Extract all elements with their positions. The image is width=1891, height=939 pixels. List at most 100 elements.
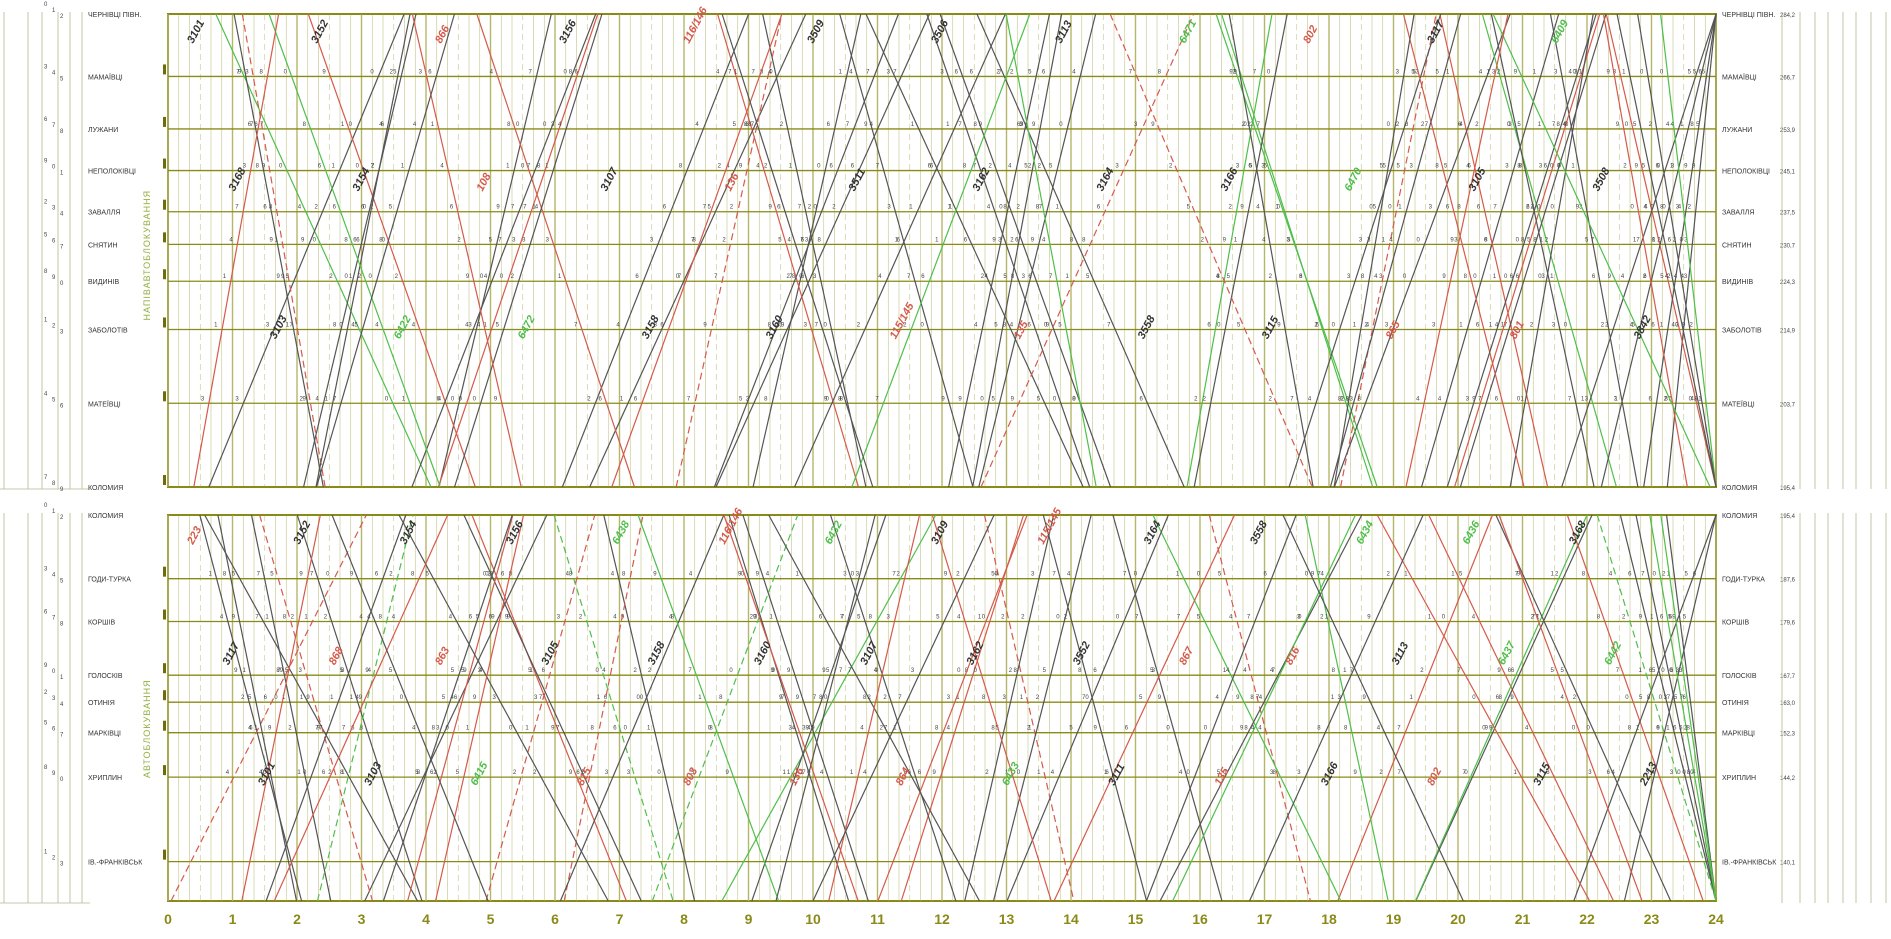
minute-digit: 7 <box>781 695 785 701</box>
train-number-label: 136 <box>722 171 742 194</box>
minute-digit: 0 <box>1504 274 1508 280</box>
minute-digit: 5 <box>1383 164 1387 170</box>
left-table-digit: 8 <box>44 765 48 771</box>
minute-digit: 0 <box>1689 396 1693 402</box>
minute-digit: 0 <box>1661 668 1665 674</box>
minute-digit: 9 <box>1032 122 1036 128</box>
station-name-right: КОЛОМИЯ <box>1722 485 1757 492</box>
minute-digit: 5 <box>1043 668 1047 674</box>
left-table-digit: 5 <box>44 721 48 727</box>
minute-digit: 2 <box>1545 237 1549 243</box>
minute-digit: 2 <box>718 164 722 170</box>
minute-digit: 0 <box>521 164 525 170</box>
minute-digit: 9 <box>1616 122 1620 128</box>
minute-digit: 2 <box>1010 69 1014 75</box>
minute-digit: 8 <box>1250 695 1254 701</box>
minute-digit: 2 <box>1169 164 1173 170</box>
left-table-digit: 9 <box>60 487 64 493</box>
minute-digit: 2 <box>1623 164 1627 170</box>
train-number-label: 3558 <box>1136 313 1158 341</box>
minute-digit: 7 <box>907 274 911 280</box>
station-name-left: МАТЕЇВЦІ <box>88 400 121 408</box>
minute-digit: 1 <box>209 572 213 578</box>
minute-digit: 0 <box>1442 615 1446 621</box>
minute-digit: 3 <box>1432 322 1436 328</box>
minute-digit: 6 <box>1702 69 1706 75</box>
hour-tick-label: 9 <box>745 911 753 927</box>
train-path <box>411 13 522 488</box>
minute-digit: 6 <box>249 726 253 732</box>
minute-digit: 6 <box>1651 322 1655 328</box>
minute-digit: 9 <box>1031 237 1035 243</box>
minute-digit: 4 <box>440 164 444 170</box>
hour-tick-label: 12 <box>934 911 950 927</box>
minute-digit: 6 <box>356 237 360 243</box>
minute-digit: 1 <box>1639 668 1643 674</box>
minute-digit: 4 <box>1010 322 1014 328</box>
minute-digit: 4 <box>849 69 853 75</box>
minute-digit: 4 <box>756 164 760 170</box>
minute-digit: 7 <box>1350 668 1354 674</box>
minute-digit: 0 <box>563 69 567 75</box>
train-path <box>1481 13 1618 488</box>
minute-digit: 1 <box>1446 69 1450 75</box>
minute-digit: 2 <box>1555 572 1559 578</box>
minute-digit: 7 <box>840 615 844 621</box>
train-path <box>1304 514 1389 902</box>
minute-digit: 8 <box>1686 726 1690 732</box>
minute-digit: 5 <box>1397 164 1401 170</box>
minute-digit: 5 <box>826 668 830 674</box>
minute-digit: 3 <box>886 615 890 621</box>
minute-digit: 5 <box>1411 69 1415 75</box>
minute-digit: 4 <box>566 572 570 578</box>
minute-digit: 8 <box>622 572 626 578</box>
train-path <box>241 514 321 902</box>
minute-digit: 0 <box>1557 164 1561 170</box>
minute-digit: 1 <box>1622 69 1626 75</box>
minute-digit: 5 <box>707 205 711 211</box>
minute-digit: 8 <box>1687 770 1691 776</box>
minute-digit: 0 <box>1388 205 1392 211</box>
train-path <box>812 514 995 902</box>
minute-digit: 5 <box>461 668 465 674</box>
minute-digit: 1 <box>1459 322 1463 328</box>
left-table-digit: 3 <box>52 206 56 212</box>
minute-digit: 3 <box>940 69 944 75</box>
track-marker <box>163 232 166 243</box>
minute-digit: 9 <box>768 205 772 211</box>
left-table-digit: 7 <box>60 733 64 739</box>
minute-digit: 2 <box>1475 122 1479 128</box>
minute-digit: 6 <box>1544 164 1548 170</box>
minute-digit: 6 <box>1027 322 1031 328</box>
minute-digit: 2 <box>648 668 652 674</box>
minute-digit: 1 <box>895 237 899 243</box>
minute-digit: 4 <box>298 205 302 211</box>
minute-digit: 0 <box>1675 322 1679 328</box>
left-table-digit: 2 <box>44 690 48 696</box>
minute-digit: 2 <box>1664 396 1668 402</box>
minute-digit: 8 <box>719 695 723 701</box>
train-path <box>1649 514 1717 902</box>
station-name-left: КОРШІВ <box>88 620 115 627</box>
minute-digit: 1 <box>349 274 353 280</box>
minute-digit: 1 <box>1652 237 1656 243</box>
minute-digit: 7 <box>884 726 888 732</box>
train-path <box>939 13 1112 488</box>
minute-digit: 5 <box>1633 122 1637 128</box>
minute-digit: 1 <box>893 726 897 732</box>
minute-digit: 3 <box>813 274 817 280</box>
minute-digit: 3 <box>1676 205 1680 211</box>
train-path <box>976 13 1185 488</box>
minute-digit: 6 <box>613 726 617 732</box>
minute-digit: 0 <box>1653 572 1657 578</box>
train-number-label: 6432 <box>823 519 845 546</box>
minute-digit: 0 <box>1072 396 1076 402</box>
minute-digit: 4 <box>689 572 693 578</box>
left-table-digit: 4 <box>52 70 56 76</box>
minute-digit: 5 <box>1249 164 1253 170</box>
minute-digit: 7 <box>527 164 531 170</box>
train-path <box>1666 13 1717 488</box>
minute-digit: 8 <box>744 122 748 128</box>
minute-digit: 8 <box>1652 237 1656 243</box>
minute-digit: 1 <box>558 274 562 280</box>
